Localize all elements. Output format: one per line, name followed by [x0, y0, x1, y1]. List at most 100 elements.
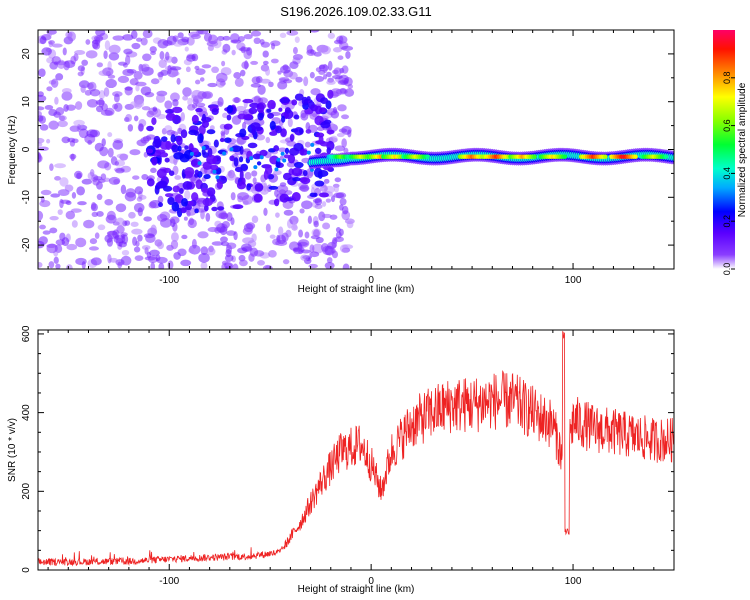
- spectrogram-noise-cell: [61, 237, 70, 247]
- spectrogram-noise-cell: [54, 176, 61, 181]
- spectrogram-noise-cell: [181, 234, 188, 240]
- spectrogram-noise-cell: [66, 243, 78, 251]
- spectrogram-noise-cell: [73, 119, 85, 127]
- spectrogram-noise-cell: [133, 202, 145, 213]
- spectrogram-noise-cell: [136, 139, 147, 147]
- spectrogram-noise-cell: [321, 213, 332, 219]
- spectrogram-patch-cell: [203, 204, 209, 212]
- spectrogram-patch-cell: [275, 125, 282, 134]
- spectrogram-noise-cell: [75, 237, 87, 248]
- spectrogram-noise-cell: [50, 193, 61, 198]
- spectrogram-noise-cell: [195, 102, 206, 108]
- spectrogram-noise-cell: [135, 240, 140, 247]
- spectrogram-spot-cell: [189, 151, 194, 156]
- spectrogram-patch-cell: [284, 107, 291, 114]
- spectrogram-noise-cell: [347, 84, 353, 89]
- spectrogram-patch-cell: [267, 99, 276, 110]
- spectrogram-noise-cell: [71, 192, 77, 199]
- spectrogram-patch-cell: [257, 112, 264, 121]
- spectrogram-noise-cell: [134, 186, 144, 195]
- spectrogram-noise-cell: [81, 178, 93, 185]
- spectrogram-noise-cell: [301, 200, 313, 210]
- spectrogram-ytick-label: 20: [21, 48, 32, 60]
- spectrogram-ytick-label: -10: [21, 190, 32, 205]
- spectrogram-noise-cell: [104, 234, 113, 243]
- spectrogram-noise-cell: [137, 234, 143, 242]
- spectrogram-spot-cell: [201, 145, 206, 150]
- spectrogram-noise-cell: [250, 83, 261, 88]
- spectrogram-noise-cell: [38, 262, 43, 268]
- spectrogram-patch-cell: [278, 107, 283, 112]
- spectrogram-noise-cell: [124, 220, 131, 226]
- spectrogram-patch-cell: [313, 192, 318, 198]
- spectrogram-noise-cell: [77, 65, 86, 72]
- spectrogram-patch-cell: [320, 97, 329, 104]
- spectrogram-patch-cell: [252, 153, 262, 160]
- spectrogram-noise-cell: [117, 75, 130, 84]
- spectrogram-patch-cell: [267, 112, 274, 119]
- spectrogram-patch-cell: [194, 169, 199, 176]
- spectrogram-noise-cell: [135, 84, 140, 92]
- spectrogram-noise-cell: [181, 36, 190, 43]
- spectrogram-noise-cell: [294, 36, 300, 43]
- colorbar-gradient: [713, 30, 735, 269]
- spectrogram-noise-cell: [234, 77, 244, 88]
- spectrogram-patch-cell: [160, 136, 168, 142]
- spectrogram-noise-cell: [242, 121, 247, 130]
- spectrogram-patch-cell: [164, 157, 170, 163]
- spectrogram-noise-cell: [107, 132, 113, 138]
- spectrogram-noise-cell: [197, 231, 209, 239]
- spectrogram-noise-cell: [140, 37, 148, 46]
- spectrogram-noise-cell: [306, 49, 316, 56]
- spectrogram-noise-cell: [335, 192, 347, 199]
- spectrogram-noise-cell: [251, 76, 261, 84]
- spectrogram-noise-cell: [199, 77, 205, 82]
- spectrogram-patch-cell: [246, 183, 252, 191]
- spectrogram-patch-cell: [279, 97, 291, 104]
- spectrogram-noise-cell: [331, 239, 338, 248]
- spectrogram-noise-cell: [305, 122, 311, 131]
- spectrogram-noise-cell: [217, 97, 224, 107]
- spectrogram-noise-cell: [75, 257, 87, 266]
- spectrogram-ytick-label: 0: [21, 146, 32, 152]
- spectrogram-noise-cell: [337, 80, 349, 86]
- spectrogram-patch-cell: [299, 128, 304, 134]
- spectrogram-noise-cell: [200, 246, 208, 255]
- spectrogram-noise-cell: [112, 139, 124, 150]
- spectrogram-patch-cell: [293, 114, 300, 120]
- spectrogram-noise-cell: [341, 65, 349, 74]
- spectrogram-patch-cell: [216, 181, 223, 190]
- spectrogram-patch-cell: [292, 176, 301, 182]
- spectrogram-noise-cell: [157, 39, 169, 49]
- spectrogram-noise-cell: [135, 37, 143, 42]
- spectrogram-noise-cell: [205, 247, 216, 256]
- spectrogram-noise-cell: [304, 141, 311, 148]
- spectrogram-noise-cell: [86, 82, 94, 90]
- spectrogram-noise-cell: [188, 31, 200, 38]
- spectrogram-noise-cell: [39, 224, 46, 230]
- spectrogram-noise-cell: [308, 263, 318, 269]
- spectrogram-noise-cell: [143, 216, 152, 222]
- spectrogram-noise-cell: [341, 138, 347, 148]
- spectrogram-patch-cell: [273, 198, 280, 207]
- spectrogram-noise-cell: [268, 249, 277, 258]
- spectrogram-noise-cell: [81, 59, 89, 66]
- spectrogram-noise-cell: [177, 32, 184, 39]
- spectrogram-patch-cell: [232, 204, 244, 210]
- spectrogram-noise-cell: [185, 66, 191, 73]
- spectrogram-noise-cell: [134, 255, 144, 262]
- spectrogram-patch-cell: [299, 149, 308, 156]
- spectrogram-noise-cell: [51, 43, 63, 48]
- spectrogram-noise-cell: [74, 49, 86, 55]
- spectrogram-noise-cell: [70, 153, 75, 162]
- spectrogram-patch-cell: [302, 169, 308, 177]
- spectrogram-noise-cell: [232, 97, 241, 103]
- spectrogram-patch-cell: [188, 200, 194, 206]
- spectrogram-spot-cell: [212, 169, 217, 174]
- spectrogram-noise-cell: [61, 136, 71, 144]
- spectrogram-patch-cell: [291, 99, 298, 106]
- spectrogram-noise-cell: [314, 75, 325, 82]
- spectrogram-noise-cell: [248, 253, 255, 262]
- spectrogram-noise-cell: [208, 34, 218, 45]
- spectrogram-noise-cell: [276, 184, 289, 194]
